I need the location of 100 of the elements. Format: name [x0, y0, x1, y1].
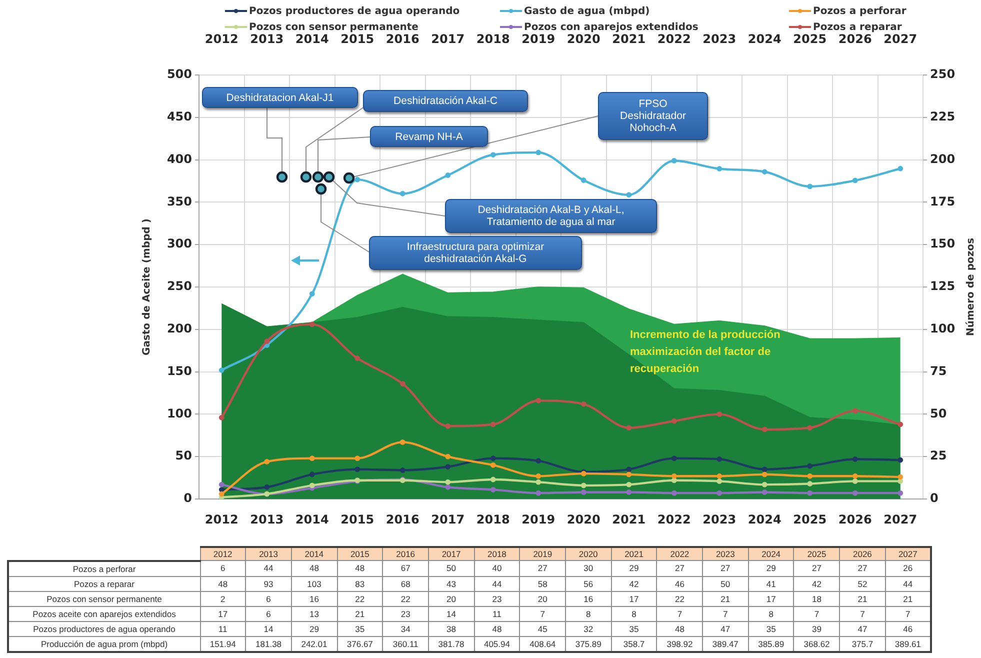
data-label: 27: [794, 560, 840, 576]
point: [671, 418, 677, 424]
y-tick-label: 350: [166, 194, 192, 208]
data-label: 41: [748, 576, 794, 591]
text: Pozos a perforar: [8, 560, 200, 576]
point: [852, 490, 858, 496]
category-label: 2024: [762, 549, 781, 559]
data-label: 22: [337, 591, 383, 606]
legend-label: Pozos a reparar: [813, 22, 902, 32]
category-label: 2021: [624, 549, 644, 559]
point: [445, 423, 451, 429]
data-label: 11: [200, 621, 246, 636]
category-label: 2020: [566, 32, 600, 46]
point: [852, 178, 858, 184]
point: [807, 463, 813, 469]
y2-tick-label: 200: [930, 152, 956, 166]
data-label: 29: [611, 560, 657, 576]
x-tick-label: 2017: [431, 512, 465, 526]
point: [898, 166, 904, 172]
category-label: 2017: [442, 549, 461, 559]
category-label: 2021: [612, 32, 646, 46]
point: [264, 338, 270, 344]
point: [536, 479, 542, 485]
data-label: 45: [520, 621, 566, 636]
point: [852, 456, 858, 462]
x-tick-label: 2022: [657, 512, 691, 526]
point: [490, 152, 496, 158]
data-label: 38: [428, 621, 474, 636]
category-label: 2014: [295, 32, 329, 46]
text: Pozos aceite con aparejos extendidos: [8, 606, 200, 621]
point: [354, 466, 360, 472]
data-label: 48: [656, 621, 703, 636]
data-label: 17: [611, 591, 657, 606]
data-label: 20: [428, 591, 474, 606]
data-label: 27: [702, 560, 748, 576]
data-label: 48: [474, 621, 520, 636]
category-label: 2016: [396, 549, 416, 559]
data-label: 7: [656, 606, 703, 621]
point: [626, 192, 632, 198]
data-label: 46: [885, 621, 931, 636]
data-label: 27: [840, 560, 886, 576]
point: [354, 176, 360, 182]
point: [536, 473, 542, 479]
point: [762, 472, 768, 478]
point: [490, 422, 496, 428]
x-tick-label: 2024: [748, 512, 782, 526]
data-label: 35: [337, 621, 383, 636]
point: [671, 473, 677, 479]
category-label: 2027: [884, 32, 918, 46]
data-label: 376.67: [337, 636, 383, 652]
y2-tick-label: 50: [930, 406, 947, 420]
data-label: 389.47: [702, 636, 748, 652]
data-label: 44: [246, 560, 292, 576]
category-label: 2023: [702, 32, 736, 46]
data-label: 7: [840, 606, 886, 621]
data-label: 29: [291, 621, 338, 636]
data-label: 8: [566, 606, 612, 621]
data-label: 32: [566, 621, 612, 636]
data-label: 398.92: [656, 636, 703, 652]
point: [536, 458, 542, 464]
point: [580, 490, 586, 495]
y-tick-label: 150: [166, 364, 192, 378]
point: [490, 462, 496, 468]
x-tick-label: 2012: [204, 512, 238, 526]
y-tick-label: 450: [166, 110, 192, 124]
data-label: 7: [520, 606, 566, 621]
point: [716, 490, 722, 496]
y-tick-label: 300: [166, 236, 192, 251]
data-label: 389.61: [885, 636, 931, 652]
y2-tick-label: 25: [930, 448, 947, 463]
data-label: 6: [246, 606, 292, 621]
y2-tick-label: 250: [930, 67, 956, 82]
category-label: 2016: [386, 32, 420, 46]
data-label: 103: [291, 576, 338, 591]
point: [807, 425, 813, 430]
point: [309, 291, 315, 296]
data-label: 242.01: [291, 636, 338, 652]
data-label: 8: [611, 606, 657, 621]
data-label: 20: [520, 591, 566, 606]
y-tick-label: 100: [166, 406, 192, 420]
data-label: 22: [382, 591, 428, 606]
point: [762, 466, 768, 472]
point: [400, 467, 406, 473]
point: [354, 456, 360, 461]
data-label: 2: [200, 591, 246, 606]
point: [762, 426, 768, 432]
point: [716, 412, 722, 417]
point: [445, 484, 451, 490]
point: [309, 472, 315, 478]
data-label: 408.64: [520, 636, 566, 652]
legend-label: Pozos con sensor permanente: [249, 22, 418, 32]
point: [898, 490, 904, 496]
data-label: 8: [748, 606, 794, 621]
y2-tick-label: 175: [930, 194, 956, 208]
point: [218, 367, 224, 373]
data-label: 34: [382, 621, 428, 636]
category-label: 2025: [793, 32, 827, 46]
data-label: 44: [474, 576, 520, 591]
data-label: 385.89: [748, 636, 794, 652]
point: [716, 473, 722, 479]
